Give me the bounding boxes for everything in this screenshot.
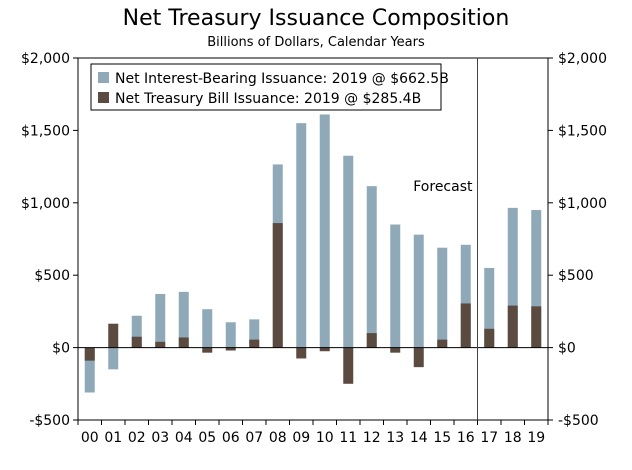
bar-treasury-bill (460, 303, 471, 348)
bar-treasury-bill (343, 347, 354, 384)
bar-interest-bearing (437, 247, 448, 348)
y-tick-label-right: $0 (558, 341, 576, 357)
legend-box (90, 63, 442, 111)
bar-interest-bearing (296, 123, 307, 348)
bar-treasury-bill (484, 328, 495, 348)
bar-treasury-bill (366, 333, 377, 348)
x-tick-label: 06 (222, 430, 240, 446)
bar-treasury-bill (178, 337, 189, 348)
bar-interest-bearing (131, 315, 142, 348)
x-tick-label: 04 (175, 430, 193, 446)
x-tick-label: 05 (198, 430, 216, 446)
x-tick-label: 07 (245, 430, 263, 446)
bar-treasury-bill (131, 336, 142, 348)
x-tick-label: 11 (339, 430, 357, 446)
x-tick-label: 15 (433, 430, 451, 446)
y-tick-label-left: $1,000 (21, 196, 70, 212)
legend-label: Net Treasury Bill Issuance: 2019 @ $285.… (115, 91, 421, 107)
y-tick-label-left: $1,500 (21, 123, 70, 139)
bar-interest-bearing (319, 114, 330, 348)
bar-interest-bearing (507, 207, 518, 348)
x-tick-label: 00 (81, 430, 99, 446)
bar-treasury-bill (531, 306, 542, 348)
x-tick-label: 02 (128, 430, 146, 446)
bar-treasury-bill (507, 305, 518, 348)
forecast-label: Forecast (413, 179, 473, 195)
x-tick-label: 13 (386, 430, 404, 446)
bar-treasury-bill (249, 339, 260, 348)
bar-treasury-bill (319, 347, 330, 352)
bar-treasury-bill (225, 347, 236, 351)
x-tick-label: 14 (410, 430, 428, 446)
bar-interest-bearing (178, 291, 189, 348)
bar-interest-bearing (202, 309, 213, 348)
bar-treasury-bill (202, 347, 213, 353)
bar-interest-bearing (155, 294, 166, 348)
bar-interest-bearing (390, 224, 401, 348)
legend-label: Net Interest-Bearing Issuance: 2019 @ $6… (115, 71, 449, 87)
y-tick-label-left: $500 (34, 268, 70, 284)
x-tick-label: 12 (363, 430, 381, 446)
chart-subtitle: Billions of Dollars, Calendar Years (207, 35, 425, 50)
x-tick-label: 09 (292, 430, 310, 446)
y-tick-label-right: $500 (558, 268, 594, 284)
bar-interest-bearing (108, 347, 119, 370)
chart-title: Net Treasury Issuance Composition (122, 6, 510, 31)
x-tick-label: 18 (504, 430, 522, 446)
x-tick-label: 03 (151, 430, 169, 446)
y-tick-label-left: $2,000 (21, 51, 70, 67)
bar-interest-bearing (366, 186, 377, 348)
y-tick-label-right: $1,500 (558, 123, 607, 139)
bar-treasury-bill (413, 347, 424, 368)
bar-treasury-bill (272, 223, 283, 348)
legend-swatch (98, 92, 109, 103)
y-tick-label-right: -$500 (558, 413, 599, 429)
x-tick-label: 17 (480, 430, 498, 446)
x-tick-label: 01 (104, 430, 122, 446)
x-tick-label: 10 (316, 430, 334, 446)
y-tick-label-left: -$500 (29, 413, 70, 429)
bar-treasury-bill (84, 347, 95, 361)
bar-treasury-bill (390, 347, 401, 353)
bar-interest-bearing (460, 244, 471, 348)
bar-interest-bearing (413, 234, 424, 348)
bar-interest-bearing (249, 319, 260, 348)
bar-interest-bearing (531, 210, 542, 348)
bar-treasury-bill (296, 347, 307, 359)
legend-swatch (98, 72, 109, 83)
y-tick-label-left: $0 (52, 341, 70, 357)
bar-treasury-bill (155, 341, 166, 348)
x-tick-label: 08 (269, 430, 287, 446)
x-tick-label: 19 (527, 430, 545, 446)
bar-interest-bearing (343, 155, 354, 348)
bar-treasury-bill (108, 323, 119, 348)
bar-interest-bearing (225, 322, 236, 348)
y-tick-label-right: $2,000 (558, 51, 607, 67)
x-tick-label: 16 (457, 430, 475, 446)
bar-interest-bearing (484, 267, 495, 348)
y-tick-label-right: $1,000 (558, 196, 607, 212)
bar-interest-bearing (84, 347, 95, 393)
bar-treasury-bill (437, 339, 448, 348)
